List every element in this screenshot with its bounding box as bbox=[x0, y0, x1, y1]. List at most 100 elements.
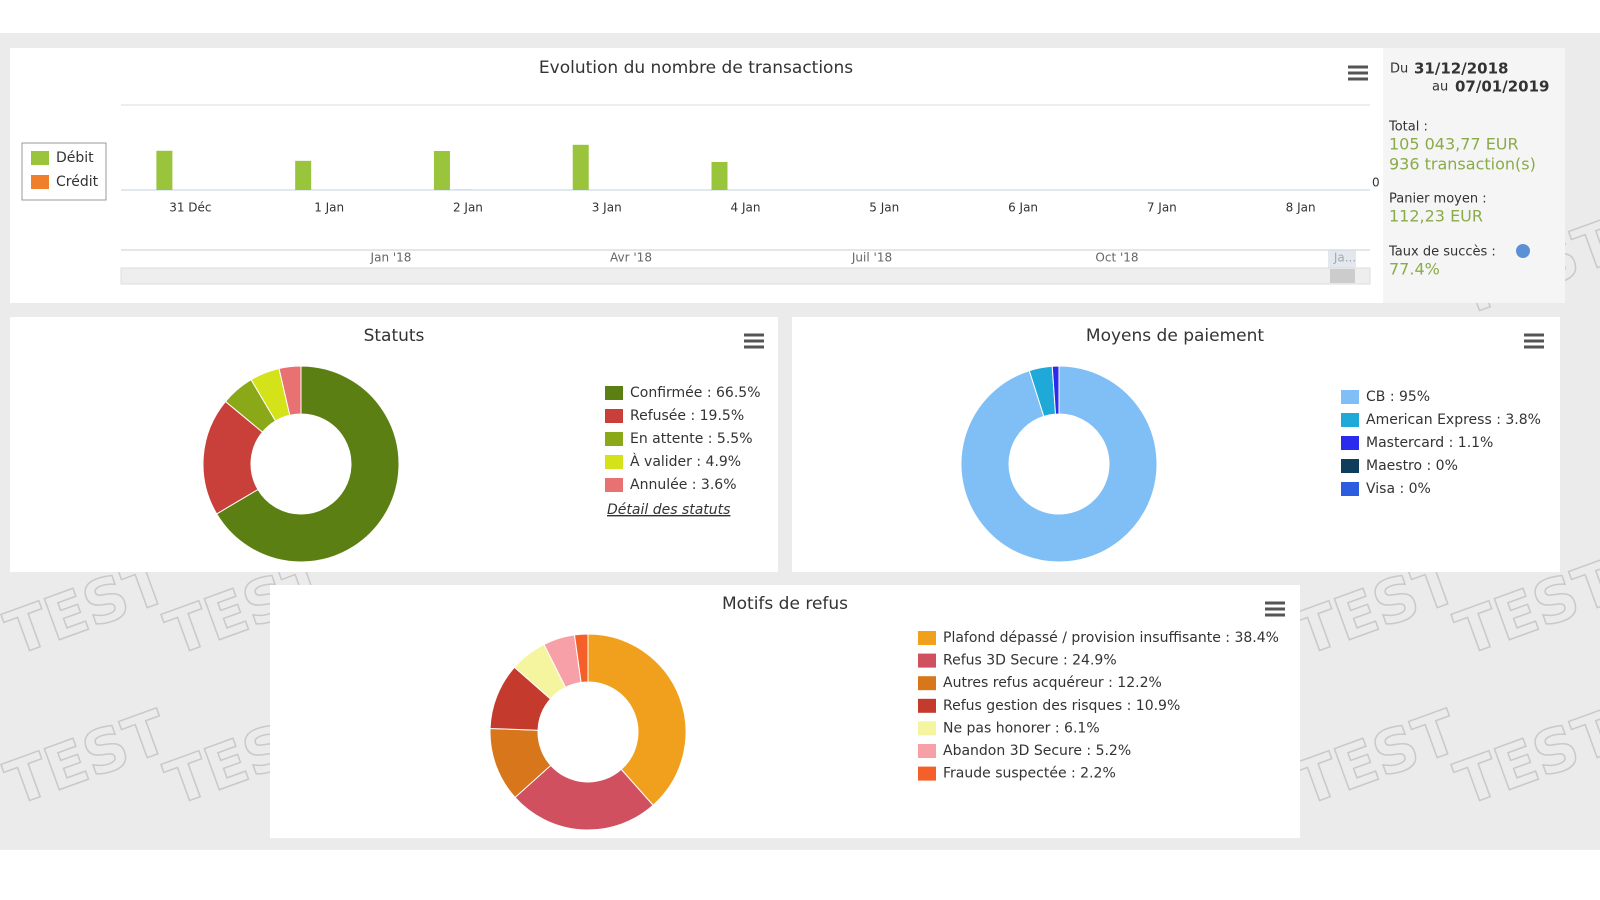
menu-icon bbox=[1265, 601, 1285, 605]
donut-slice bbox=[960, 365, 1158, 563]
panel-moyens bbox=[792, 317, 1560, 572]
legend-label: Refus 3D Secure : 24.9% bbox=[943, 653, 1117, 669]
panel-summary bbox=[1383, 48, 1565, 303]
help-icon[interactable] bbox=[1516, 244, 1530, 258]
legend-label: En attente : 5.5% bbox=[630, 431, 753, 447]
bar bbox=[711, 161, 728, 190]
legend-swatch bbox=[1341, 390, 1359, 404]
legend-label: Débit bbox=[56, 150, 94, 166]
total-amount: 105 043,77 EUR bbox=[1389, 135, 1519, 154]
donut-slice bbox=[573, 633, 589, 684]
from-date: 31/12/2018 bbox=[1414, 60, 1508, 78]
from-label: Du bbox=[1390, 62, 1408, 77]
legend-label: CB : 95% bbox=[1366, 389, 1430, 405]
status-link[interactable]: Détail des statuts bbox=[607, 502, 730, 518]
scrollbar-thumb[interactable] bbox=[1330, 269, 1355, 283]
legend-label: Ne pas honorer : 6.1% bbox=[943, 720, 1100, 736]
total-label: Total : bbox=[1388, 120, 1428, 135]
legend-label: À valider : 4.9% bbox=[630, 453, 741, 470]
x-tick-label: 3 Jan bbox=[592, 201, 622, 215]
menu-icon bbox=[744, 339, 764, 343]
legend-label: Refusée : 19.5% bbox=[630, 408, 744, 424]
legend-swatch bbox=[1341, 459, 1359, 473]
legend-swatch bbox=[31, 175, 49, 189]
x-tick-label: 5 Jan bbox=[869, 201, 899, 215]
legend-swatch bbox=[918, 631, 936, 645]
bar bbox=[156, 150, 173, 190]
legend-label: Refus gestion des risques : 10.9% bbox=[943, 698, 1180, 714]
legend-label: Abandon 3D Secure : 5.2% bbox=[943, 743, 1131, 759]
menu-icon bbox=[1265, 607, 1285, 611]
bar bbox=[433, 150, 450, 190]
legend-swatch bbox=[31, 151, 49, 165]
legend-label: Plafond dépassé / provision insuffisante… bbox=[943, 630, 1279, 646]
basket-value: 112,23 EUR bbox=[1389, 207, 1483, 226]
legend-swatch bbox=[605, 432, 623, 446]
menu-icon bbox=[1524, 333, 1544, 337]
navigator-handle bbox=[1328, 250, 1356, 268]
x-tick-label: 31 Déc bbox=[169, 201, 211, 215]
navigator-label: Jan '18 bbox=[370, 251, 412, 265]
legend-swatch bbox=[918, 653, 936, 668]
total-count: 936 transaction(s) bbox=[1389, 155, 1536, 174]
scrollbar bbox=[120, 267, 1371, 285]
legend-swatch bbox=[918, 676, 936, 691]
legend-label: Autres refus acquéreur : 12.2% bbox=[943, 675, 1162, 691]
x-tick-label: 2 Jan bbox=[453, 201, 483, 215]
x-tick-label: 1 Jan bbox=[314, 201, 344, 215]
legend-swatch bbox=[1341, 413, 1359, 427]
panel-motifs bbox=[270, 585, 1300, 838]
chart-title: Statuts bbox=[364, 326, 425, 346]
menu-icon bbox=[1348, 77, 1368, 81]
success-value: 77.4% bbox=[1389, 260, 1440, 279]
y-tick-label: 0 bbox=[1372, 176, 1380, 190]
chart-title: Motifs de refus bbox=[722, 594, 848, 614]
panel-transactions bbox=[10, 48, 1383, 303]
legend-label: Mastercard : 1.1% bbox=[1366, 435, 1493, 451]
legend-label: Visa : 0% bbox=[1366, 481, 1431, 497]
menus bbox=[744, 65, 1544, 617]
legend-swatch bbox=[918, 721, 936, 736]
menu-icon bbox=[1265, 613, 1285, 617]
to-date: 07/01/2019 bbox=[1455, 78, 1549, 96]
navigator-label: Juil '18 bbox=[851, 251, 892, 265]
legend-label: Annulée : 3.6% bbox=[630, 477, 737, 493]
donut-slice bbox=[215, 365, 400, 563]
legend-label: Confirmée : 66.5% bbox=[630, 385, 761, 401]
legend-swatch bbox=[918, 698, 936, 713]
legend-swatch bbox=[605, 478, 623, 492]
x-tick-label: 7 Jan bbox=[1147, 201, 1177, 215]
legend-label: Fraude suspectée : 2.2% bbox=[943, 766, 1116, 782]
menu-icon bbox=[1348, 71, 1368, 75]
x-tick-label: 6 Jan bbox=[1008, 201, 1038, 215]
legend-swatch bbox=[605, 386, 623, 400]
legend-label: American Express : 3.8% bbox=[1366, 412, 1541, 428]
legend-swatch bbox=[918, 744, 936, 758]
navigator-label: Avr '18 bbox=[610, 251, 652, 265]
legend-swatch bbox=[1341, 482, 1359, 496]
to-label: au bbox=[1432, 80, 1448, 95]
navigator-label: Oct '18 bbox=[1095, 251, 1138, 265]
bar bbox=[572, 144, 589, 190]
menu-icon bbox=[1524, 345, 1544, 349]
donut-slice bbox=[514, 764, 654, 831]
basket-label: Panier moyen : bbox=[1389, 192, 1487, 207]
legend-swatch bbox=[1341, 436, 1359, 450]
legend-swatch bbox=[605, 455, 623, 469]
menu-icon bbox=[744, 333, 764, 337]
legend-label: Crédit bbox=[56, 174, 99, 190]
donut-slice bbox=[278, 365, 302, 416]
chart-title: Evolution du nombre de transactions bbox=[539, 58, 853, 78]
legend-swatch bbox=[605, 409, 623, 423]
donut-slice bbox=[1051, 365, 1060, 415]
success-label: Taux de succès : bbox=[1388, 245, 1496, 260]
menu-icon bbox=[1348, 65, 1368, 69]
chart-title: Moyens de paiement bbox=[1086, 326, 1264, 346]
legend-swatch bbox=[918, 766, 936, 781]
x-tick-label: 4 Jan bbox=[731, 201, 761, 215]
bar bbox=[295, 160, 312, 190]
donut-slice bbox=[587, 633, 687, 806]
menu-icon bbox=[744, 345, 764, 349]
legend-label: Maestro : 0% bbox=[1366, 458, 1458, 474]
